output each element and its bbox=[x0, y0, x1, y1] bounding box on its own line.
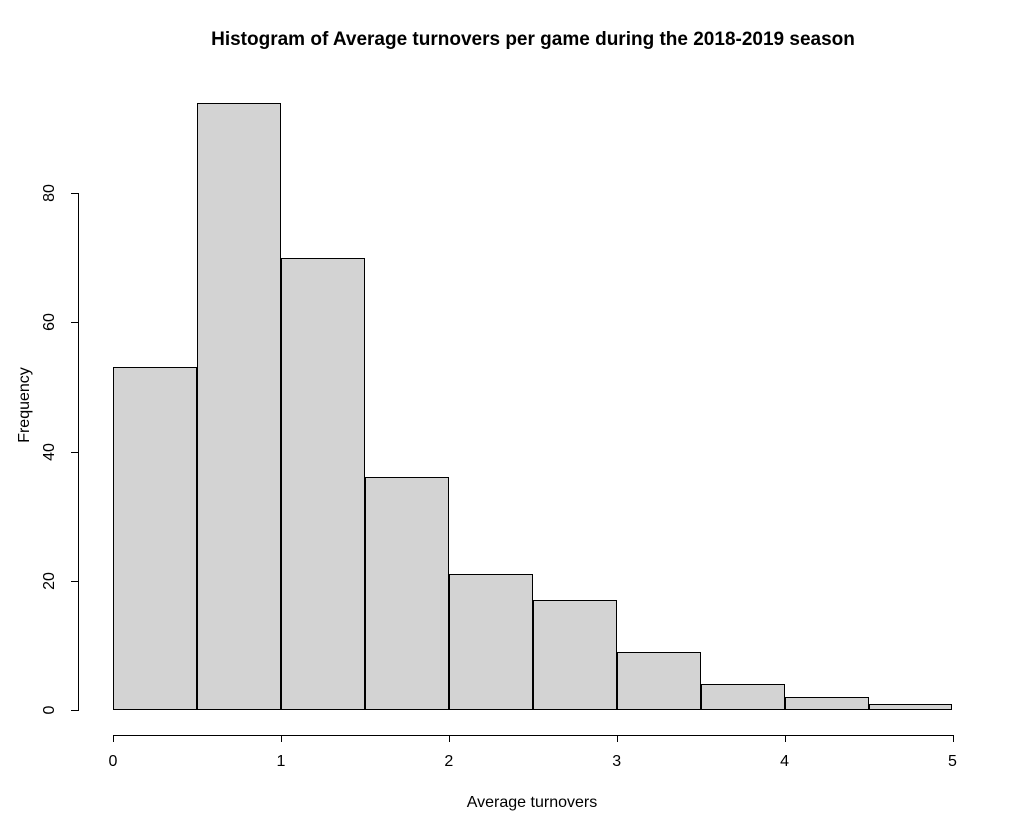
x-axis-tick bbox=[113, 735, 114, 742]
y-axis-tick bbox=[71, 710, 78, 711]
y-axis-tick bbox=[71, 322, 78, 324]
histogram-bar bbox=[448, 574, 533, 710]
x-tick-label: 3 bbox=[612, 753, 622, 770]
x-axis-label: Average turnovers bbox=[466, 794, 598, 811]
y-tick-label: 80 bbox=[41, 184, 58, 202]
histogram-bar bbox=[616, 651, 701, 710]
y-axis-label: Frequency bbox=[16, 367, 33, 443]
x-axis-tick bbox=[784, 735, 786, 742]
histogram-bar bbox=[364, 477, 449, 710]
y-axis-line bbox=[78, 193, 79, 711]
x-axis-tick bbox=[952, 735, 954, 742]
y-axis-tick bbox=[71, 193, 78, 194]
histogram-bar bbox=[784, 697, 869, 710]
histogram-bar bbox=[532, 600, 617, 710]
y-tick-label: 0 bbox=[41, 705, 58, 715]
x-axis-tick bbox=[616, 735, 618, 742]
histogram-bar bbox=[700, 684, 785, 710]
x-tick-label: 2 bbox=[444, 753, 454, 770]
chart-title: Histogram of Average turnovers per game … bbox=[211, 29, 855, 50]
x-tick-label: 5 bbox=[948, 753, 957, 770]
x-tick-label: 4 bbox=[780, 753, 790, 770]
y-tick-label: 40 bbox=[41, 442, 58, 461]
histogram-bar bbox=[196, 102, 281, 710]
histogram-bar bbox=[868, 703, 953, 710]
histogram-bar bbox=[280, 257, 365, 710]
x-tick-label: 1 bbox=[276, 753, 286, 770]
x-axis-tick bbox=[280, 735, 282, 742]
y-tick-label: 20 bbox=[41, 571, 58, 590]
x-axis-line bbox=[113, 735, 954, 736]
y-axis-tick bbox=[71, 451, 78, 453]
histogram-bar bbox=[113, 367, 197, 710]
y-axis-tick bbox=[71, 580, 78, 582]
y-tick-label: 60 bbox=[41, 313, 58, 332]
x-tick-label: 0 bbox=[108, 753, 118, 770]
x-axis-tick bbox=[448, 735, 450, 742]
